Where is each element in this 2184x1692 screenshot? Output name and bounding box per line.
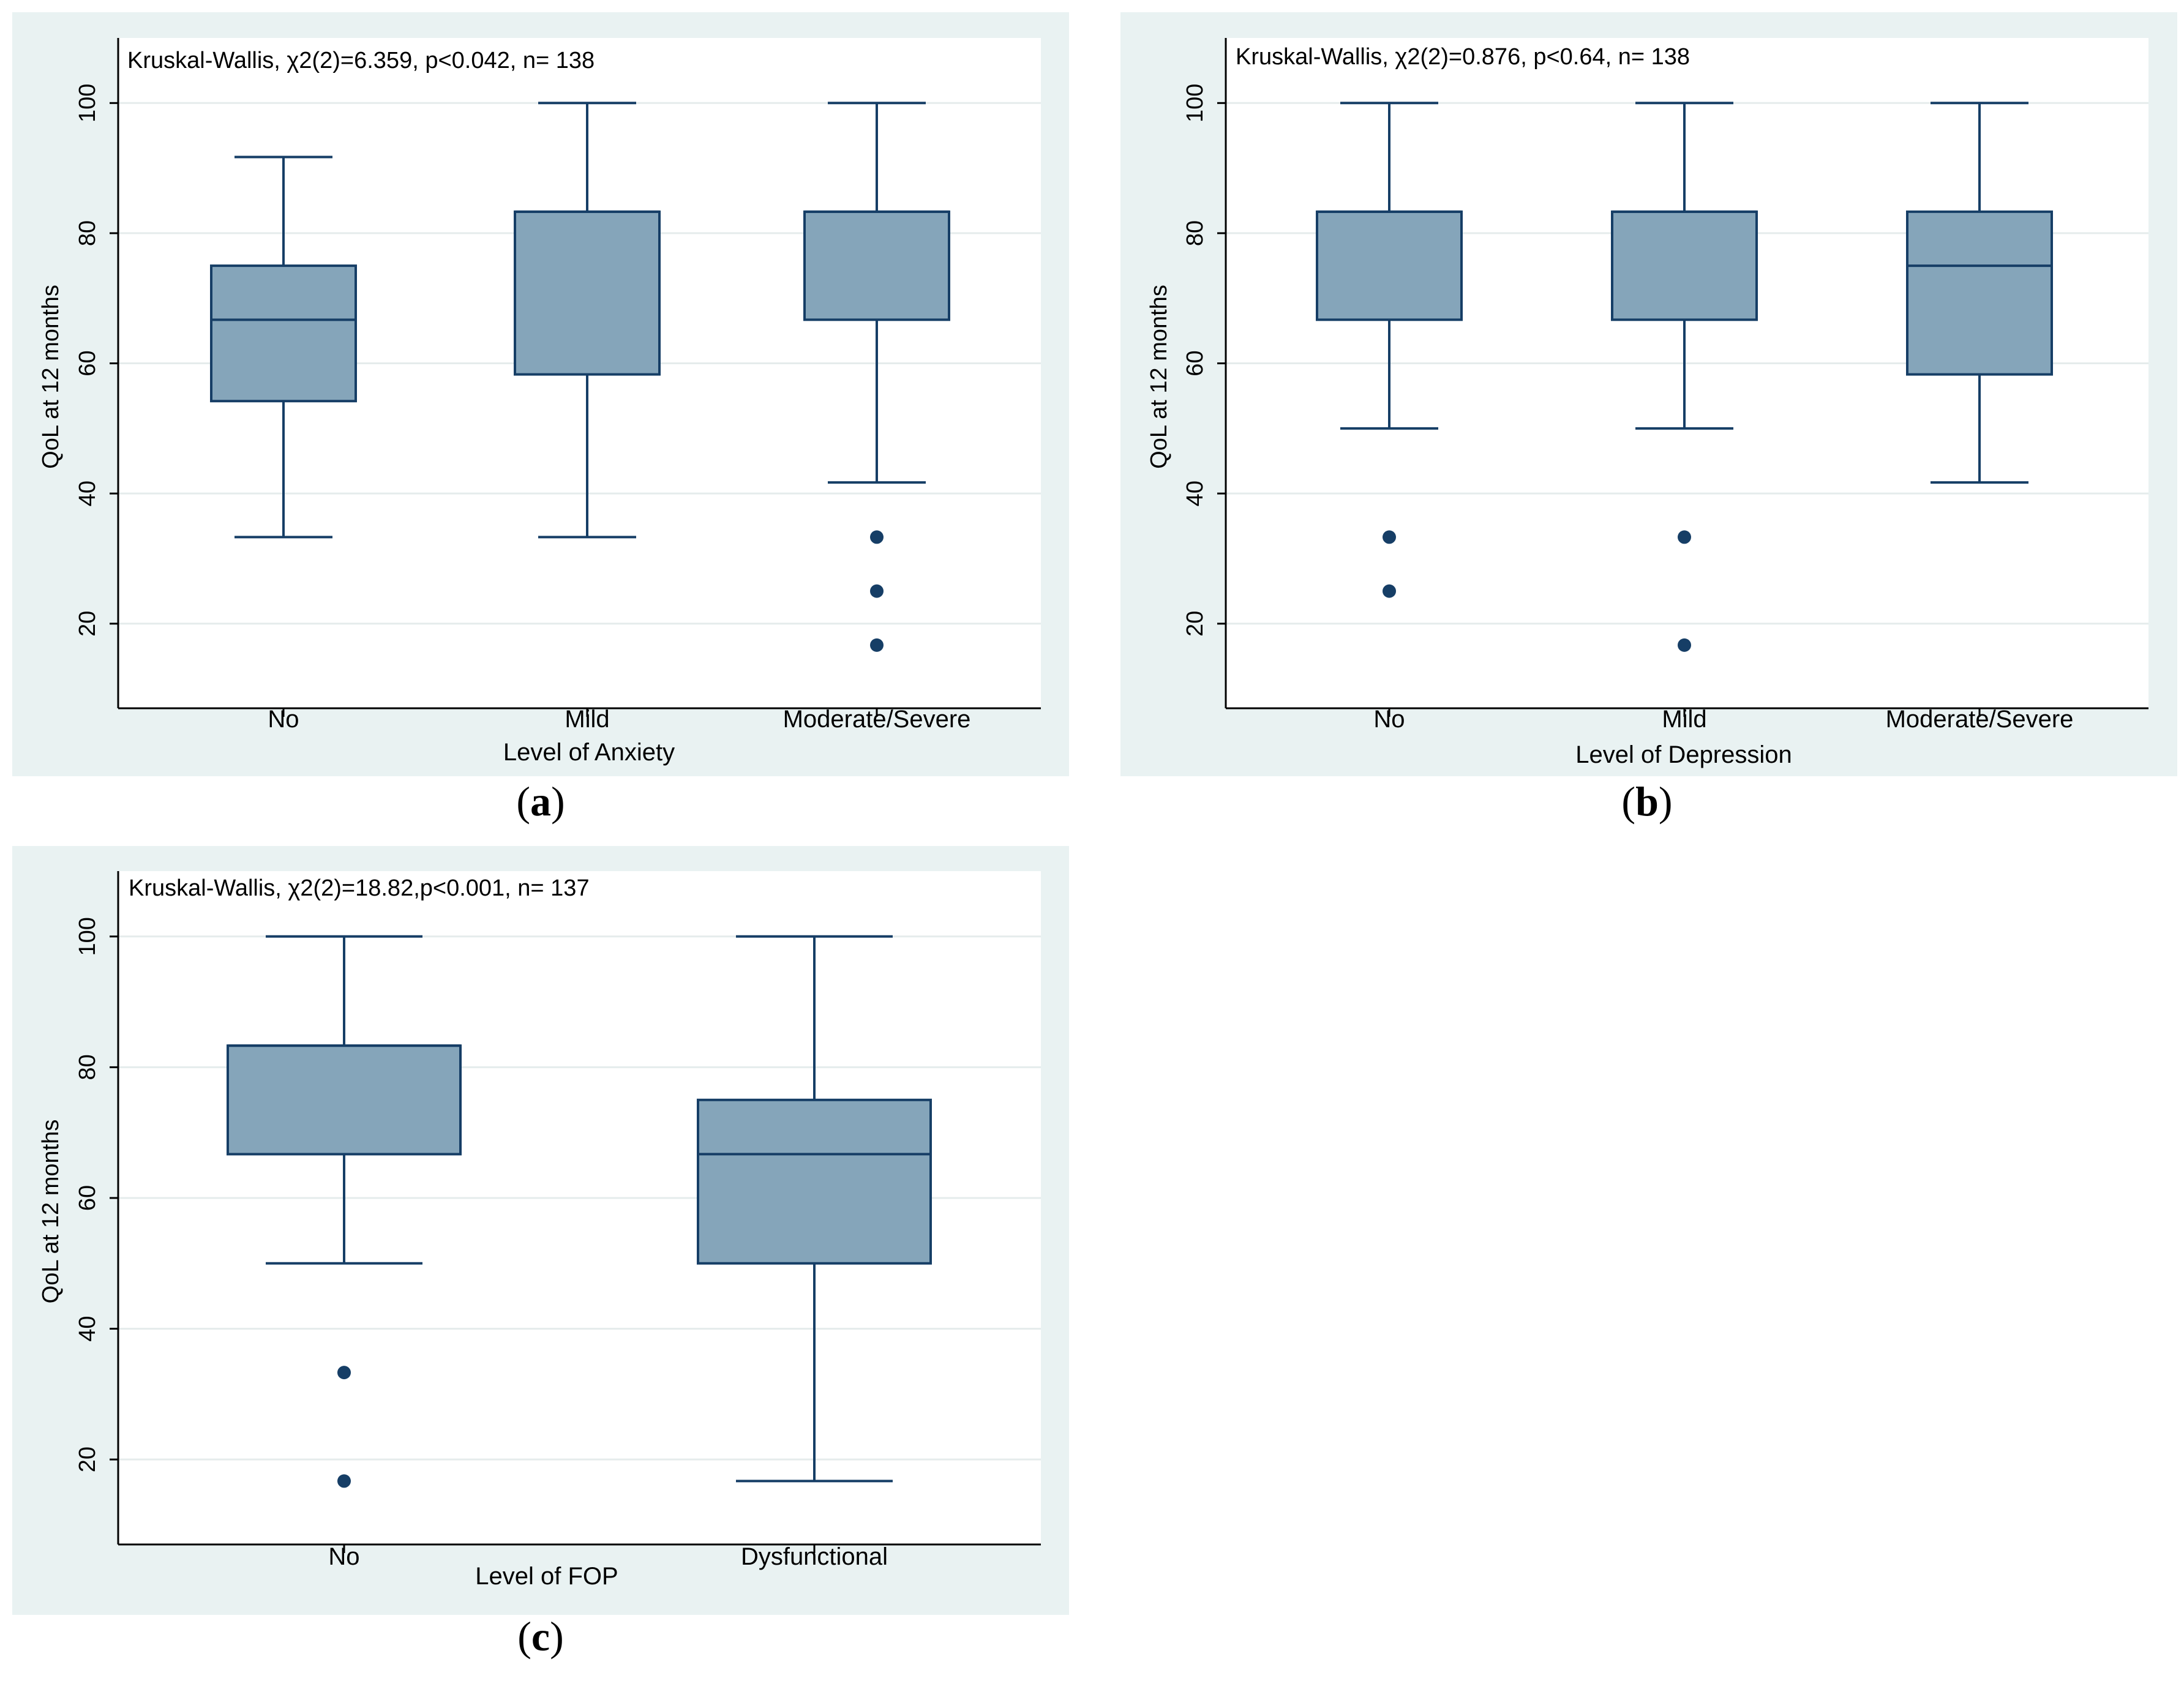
x-tick-label: No — [328, 1543, 359, 1570]
outlier-point — [870, 584, 884, 598]
outlier-point — [870, 638, 884, 652]
x-tick-label: Mild — [1662, 706, 1706, 733]
y-tick-label: 40 — [1182, 481, 1208, 506]
box-iqr — [210, 264, 357, 403]
box-iqr — [1611, 210, 1758, 321]
y-tick-label: 80 — [75, 1054, 100, 1080]
caption-c-letter: c — [531, 1613, 550, 1660]
caption-a-close: ) — [551, 778, 565, 825]
x-tick-label: No — [1373, 706, 1405, 733]
outlier-point — [1383, 530, 1396, 544]
outlier-point — [1383, 584, 1396, 598]
caption-a-open: ( — [516, 778, 530, 825]
box-iqr — [803, 210, 950, 321]
y-axis-title: QoL at 12 months — [1146, 285, 1172, 469]
x-tick-label: Moderate/Severe — [783, 706, 971, 733]
caption-b-open: ( — [1621, 778, 1636, 825]
caption-b: (b) — [1586, 777, 1708, 826]
box-iqr — [1906, 210, 2053, 376]
y-axis-title: QoL at 12 months — [38, 285, 64, 469]
y-tick-label: 60 — [75, 1185, 100, 1211]
annotation-a: Kruskal-Wallis, χ2(2)=6.359, p<0.042, n=… — [127, 48, 595, 73]
y-tick-label: 20 — [1182, 611, 1208, 637]
y-tick-label: 40 — [75, 481, 100, 506]
y-tick-label: 60 — [75, 350, 100, 376]
x-tick-label: Moderate/Severe — [1886, 706, 2074, 733]
caption-a-letter: a — [530, 778, 551, 825]
x-tick-label: No — [268, 706, 299, 733]
caption-b-letter: b — [1635, 778, 1659, 825]
caption-c-open: ( — [517, 1613, 531, 1660]
annotation-b: Kruskal-Wallis, χ2(2)=0.876, p<0.64, n= … — [1236, 44, 1691, 70]
outlier-point — [1678, 638, 1691, 652]
y-tick-label: 100 — [75, 84, 100, 122]
x-tick-label: Dysfunctional — [741, 1543, 888, 1570]
y-axis-title: QoL at 12 months — [38, 1120, 64, 1304]
y-tick-label: 20 — [75, 1447, 100, 1472]
y-tick-label: 100 — [1182, 84, 1208, 122]
y-tick-label: 20 — [75, 611, 100, 637]
box-iqr — [227, 1044, 462, 1156]
box-iqr — [697, 1098, 932, 1265]
caption-c: (c) — [479, 1612, 602, 1661]
outlier-point — [870, 530, 884, 544]
caption-c-close: ) — [550, 1613, 564, 1660]
y-tick-label: 80 — [1182, 220, 1208, 246]
box-iqr — [1316, 210, 1463, 321]
caption-a: (a) — [479, 777, 602, 826]
x-tick-label: Mild — [565, 706, 609, 733]
x-axis-title: Level of Depression — [1575, 741, 1792, 768]
outlier-point — [1678, 530, 1691, 544]
x-axis-title: Level of FOP — [475, 1563, 618, 1590]
outlier-point — [337, 1366, 351, 1380]
y-tick-label: 60 — [1182, 350, 1208, 376]
y-tick-label: 80 — [75, 220, 100, 246]
annotation-c: Kruskal-Wallis, χ2(2)=18.82,p<0.001, n= … — [129, 875, 590, 901]
outlier-point — [337, 1474, 351, 1488]
y-tick-label: 100 — [75, 917, 100, 956]
caption-b-close: ) — [1658, 778, 1673, 825]
y-tick-label: 40 — [75, 1316, 100, 1341]
x-axis-title: Level of Anxiety — [503, 739, 675, 766]
